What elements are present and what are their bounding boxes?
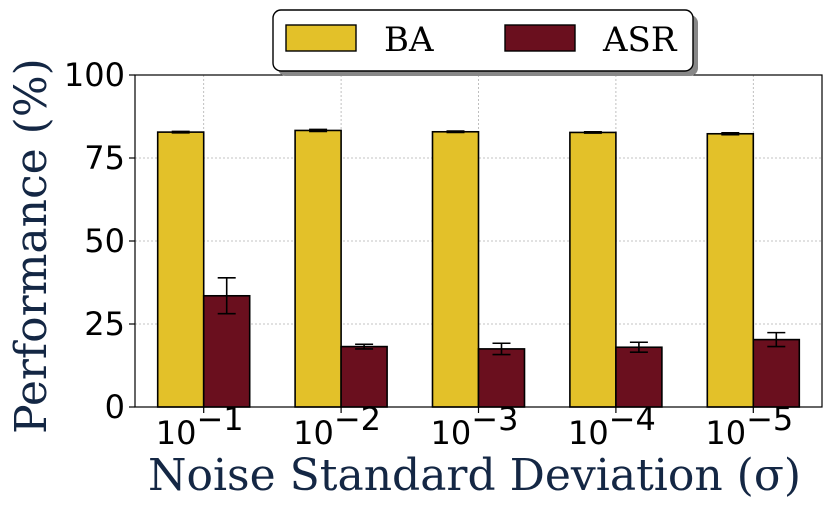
x-tick-exponent: −5	[746, 400, 793, 438]
y-tick-label: 25	[84, 305, 125, 343]
x-tick-exponent: −1	[196, 400, 243, 438]
bar-ba-2	[294, 129, 342, 408]
bar-ba-1	[156, 131, 205, 408]
y-tick-label: 50	[84, 222, 125, 260]
x-tick-label: 10−3	[431, 400, 519, 452]
x-tick-exponent: −3	[471, 400, 518, 438]
x-tick-label: 10−4	[568, 400, 656, 452]
legend-label-asr: ASR	[602, 20, 678, 60]
y-tick-label: 100	[64, 56, 125, 94]
y-tick-label: 75	[84, 139, 125, 177]
legend-label-ba: BA	[384, 20, 434, 60]
error-bar-ba-4	[583, 130, 602, 134]
bar-ba-5	[706, 132, 755, 408]
error-bar-ba-1	[171, 130, 190, 134]
x-tick-base: 10	[156, 414, 197, 452]
bar-asr-5	[752, 338, 801, 408]
bar-asr-2	[340, 345, 388, 408]
bar-asr-4	[615, 346, 663, 408]
error-bar-ba-5	[721, 131, 740, 136]
bars	[156, 128, 801, 408]
error-bar-ba-2	[309, 128, 328, 133]
x-tick-exponent: −4	[609, 400, 656, 438]
legend: BA ASR	[272, 9, 698, 76]
x-tick-base: 10	[705, 414, 746, 452]
error-bar-asr-1	[217, 277, 236, 315]
legend-box	[272, 9, 694, 72]
x-tick-label: 10−5	[705, 400, 793, 452]
bar-asr-3	[477, 348, 526, 408]
x-tick-base: 10	[431, 414, 472, 452]
error-bar-asr-4	[629, 341, 648, 354]
x-tick-label: 10−1	[156, 400, 244, 452]
error-bar-asr-5	[767, 331, 786, 348]
x-tick-label: 10−2	[293, 400, 381, 452]
error-bar-ba-3	[446, 130, 465, 134]
y-axis-label: Performance (%)	[6, 58, 57, 434]
legend-swatch-ba	[285, 24, 357, 52]
bar-ba-3	[431, 130, 480, 408]
x-tick-base: 10	[568, 414, 609, 452]
error-bar-asr-3	[492, 342, 511, 356]
bar-ba-4	[569, 131, 617, 408]
error-bar-asr-2	[355, 343, 374, 350]
legend-swatch-asr	[504, 24, 576, 52]
y-tick-label: 0	[105, 388, 125, 426]
x-tick-exponent: −2	[334, 400, 381, 438]
x-tick-base: 10	[293, 414, 334, 452]
x-axis-label: Noise Standard Deviation (σ)	[148, 450, 801, 501]
